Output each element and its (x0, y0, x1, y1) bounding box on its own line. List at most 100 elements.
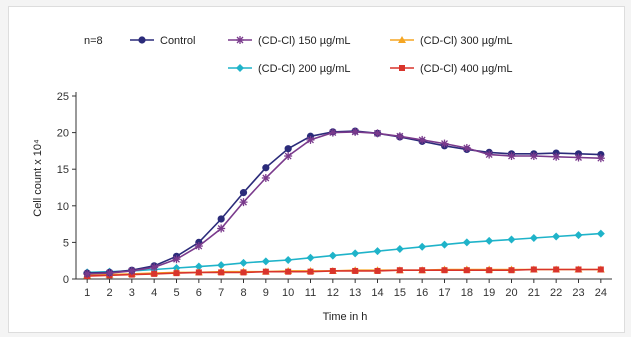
x-tick-label: 10 (282, 287, 294, 299)
data-point (508, 267, 515, 274)
x-tick-label: 21 (528, 287, 540, 299)
data-point (329, 267, 336, 274)
data-point (262, 164, 270, 172)
data-point (574, 153, 583, 162)
legend: Control (CD-Cl) 150 µg/mL (CD-Cl) 300 µg/m… (130, 35, 513, 75)
data-point (352, 267, 359, 274)
data-point (530, 266, 537, 273)
legend-label: (CD-Cl) 200 µg/mL (258, 63, 351, 75)
data-point (351, 249, 360, 258)
legend-entry: (CD-Cl) 400 µg/mL (390, 63, 513, 75)
data-point (172, 255, 181, 264)
data-point (418, 242, 427, 251)
data-point (217, 261, 226, 270)
y-tick-label: 25 (57, 91, 69, 103)
data-point (285, 268, 292, 275)
data-point (262, 268, 269, 275)
x-tick-label: 6 (196, 287, 202, 299)
x-tick-label: 7 (218, 287, 224, 299)
data-point (328, 251, 337, 260)
data-point (239, 189, 248, 197)
x-tick-label: 18 (461, 287, 473, 299)
data-point (395, 132, 404, 141)
legend-label: (CD-Cl) 150 µg/mL (258, 35, 351, 47)
data-point (395, 244, 404, 253)
series-line (87, 130, 601, 274)
y-tick-label: 5 (63, 237, 69, 249)
y-tick-label: 15 (57, 164, 69, 176)
data-point (83, 269, 92, 278)
data-point (328, 128, 337, 137)
data-point (194, 242, 203, 251)
y-ticks: 0 5 10 15 20 25 (57, 91, 76, 286)
x-tick-label: 13 (349, 287, 361, 299)
x-tick-label: 3 (129, 287, 135, 299)
series-line (87, 268, 601, 277)
data-point (373, 247, 382, 256)
legend-entry: (CD-Cl) 150 µg/mL (228, 35, 351, 47)
data-point (217, 215, 225, 223)
data-point (284, 152, 293, 161)
data-point (127, 266, 136, 275)
y-tick-label: 0 (63, 274, 69, 286)
data-point (575, 266, 582, 273)
x-tick-label: 4 (151, 287, 157, 299)
x-tick-label: 16 (416, 287, 428, 299)
data-point (596, 229, 605, 238)
data-point (284, 145, 292, 153)
legend-entry: (CD-Cl) 200 µg/mL (228, 63, 351, 75)
legend-entry: (CD-Cl) 300 µg/mL (390, 35, 513, 47)
series-line (87, 232, 601, 274)
data-point (151, 270, 158, 277)
x-tick-label: 24 (595, 287, 607, 299)
data-point (195, 269, 202, 276)
data-point (173, 270, 180, 277)
x-tick-label: 19 (483, 287, 495, 299)
data-point (552, 152, 561, 161)
data-point (596, 154, 605, 163)
y-axis-label: Cell count x 10⁴ (32, 139, 44, 217)
x-tick-label: 17 (438, 287, 450, 299)
data-point (485, 150, 494, 159)
data-point (261, 173, 270, 182)
data-point (373, 129, 382, 138)
legend-marker (398, 36, 406, 43)
data-point (440, 139, 449, 148)
data-point (105, 269, 114, 278)
x-tick-label: 1 (84, 287, 90, 299)
data-point (218, 269, 225, 276)
data-point (172, 264, 181, 273)
data-point (284, 255, 293, 264)
x-tick-label: 14 (371, 287, 383, 299)
legend-entry: Control (130, 35, 195, 47)
series-1 (83, 127, 605, 278)
data-point (597, 266, 604, 273)
data-point (552, 232, 561, 241)
x-tick-label: 11 (305, 287, 316, 299)
data-point (529, 234, 538, 243)
sample-size-annotation: n=8 (84, 35, 103, 47)
data-point (239, 258, 248, 267)
legend-marker (399, 65, 405, 71)
data-point (462, 143, 471, 152)
legend-marker (138, 36, 146, 44)
x-tick-label: 12 (327, 287, 339, 299)
y-tick-label: 20 (57, 128, 69, 140)
data-point (306, 135, 315, 144)
data-point (261, 257, 270, 266)
x-tick-label: 8 (240, 287, 246, 299)
y-tick-label: 10 (57, 201, 69, 213)
x-tick-label: 5 (173, 287, 179, 299)
data-point (396, 267, 403, 274)
legend-label: (CD-Cl) 300 µg/mL (420, 35, 513, 47)
x-tick-label: 23 (572, 287, 584, 299)
data-point (374, 267, 381, 274)
data-point (239, 198, 248, 207)
series-layer (83, 127, 605, 280)
data-point (307, 268, 314, 275)
data-point (217, 224, 226, 233)
data-point (240, 269, 247, 276)
data-point (463, 267, 470, 274)
data-point (462, 238, 471, 247)
